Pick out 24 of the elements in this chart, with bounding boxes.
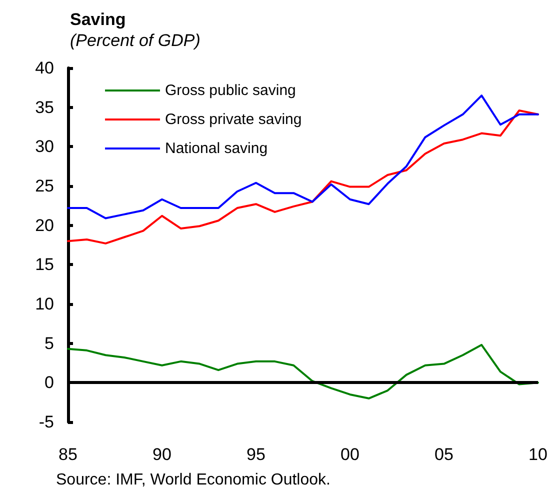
legend-label: Gross private saving (165, 111, 302, 128)
x-tick-label: 00 (340, 445, 360, 464)
line-series (67, 344, 539, 400)
x-tick-label: 10 (528, 445, 548, 464)
y-tick-label: 10 (35, 294, 54, 314)
y-tick-label: 35 (35, 98, 54, 117)
y-tick-label: 5 (44, 334, 54, 353)
y-tick-label: -5 (38, 412, 54, 432)
y-tick-label: 25 (35, 176, 54, 196)
line-series (67, 109, 539, 244)
legend-label: Gross public saving (165, 82, 296, 99)
x-tick-label: 85 (58, 445, 78, 464)
y-tick-label: 0 (44, 373, 54, 392)
x-tick-label: 95 (246, 445, 266, 464)
y-tick-label: 15 (35, 255, 54, 274)
x-tick-label: 05 (434, 445, 454, 464)
chart-title: Saving (70, 10, 126, 29)
y-tick-label: 40 (35, 58, 54, 78)
legend-label: National saving (165, 140, 268, 157)
x-tick-label: 90 (152, 445, 172, 464)
y-tick-label: 30 (35, 137, 54, 156)
y-tick-label: 20 (35, 216, 54, 235)
source-note: Source: IMF, World Economic Outlook. (56, 472, 330, 488)
chart-subtitle: (Percent of GDP) (70, 31, 200, 50)
